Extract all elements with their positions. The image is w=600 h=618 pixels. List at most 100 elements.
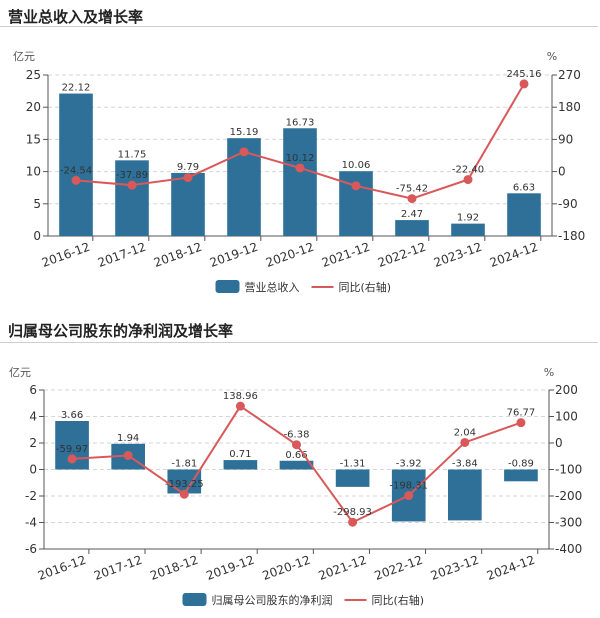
yoy-value-label: 245.16 — [507, 69, 542, 80]
bar-2024-12 — [504, 469, 538, 482]
yoy-value-label: -198.31 — [389, 481, 428, 492]
yoy-value-label: -24.54 — [60, 165, 92, 176]
yoy-point-2021-12 — [348, 517, 358, 527]
bar-2024-12 — [507, 193, 541, 236]
bar-value-label: 0.71 — [229, 449, 251, 460]
left-tick-label: 5 — [33, 197, 41, 211]
bar-value-label: 0.66 — [285, 450, 307, 461]
left-tick-label: -2 — [25, 489, 37, 503]
bar-value-label: 2.47 — [401, 209, 423, 220]
yoy-point-2020-12 — [292, 440, 301, 450]
bar-2016-12 — [59, 93, 93, 236]
yoy-point-2022-12 — [404, 491, 414, 501]
bar-value-label: 1.94 — [117, 433, 139, 444]
right-axis-unit: % — [547, 50, 557, 63]
right-tick-label: 180 — [558, 100, 581, 114]
left-axis-unit: 亿元 — [13, 50, 35, 63]
bar-value-label: -3.84 — [452, 459, 478, 470]
left-tick-label: 15 — [26, 132, 41, 146]
bar-2019-12 — [223, 460, 258, 470]
bar-2022-12 — [395, 220, 429, 236]
yoy-point-2016-12 — [71, 175, 81, 185]
yoy-point-2018-12 — [179, 489, 189, 499]
left-tick-label: -6 — [25, 542, 37, 556]
right-tick-label: 100 — [555, 410, 578, 424]
bar-2023-12 — [448, 469, 482, 521]
yoy-value-label: -22.40 — [452, 165, 484, 176]
x-tick-label: 2017-12 — [92, 553, 144, 583]
bar-value-label: 15.19 — [230, 127, 259, 138]
right-tick-label: -180 — [558, 229, 585, 243]
yoy-point-2023-12 — [463, 175, 473, 185]
legend-bar-swatch — [215, 280, 240, 293]
right-tick-label: 270 — [558, 68, 581, 82]
left-tick-label: 0 — [29, 463, 37, 477]
right-tick-label: 200 — [555, 383, 578, 397]
x-tick-label: 2018-12 — [148, 553, 200, 583]
bar-2023-12 — [451, 223, 485, 236]
x-tick-label: 2020-12 — [260, 553, 312, 583]
left-tick-label: 25 — [26, 68, 41, 82]
right-tick-label: -100 — [555, 463, 582, 477]
x-tick-label: 2021-12 — [317, 553, 369, 583]
bar-value-label: 10.06 — [342, 160, 371, 171]
bar-2018-12 — [171, 172, 205, 236]
x-tick-label: 2019-12 — [204, 553, 256, 583]
chart2-title: 归属母公司股东的净利润及增长率 — [8, 322, 234, 340]
left-tick-label: 20 — [26, 100, 41, 114]
x-tick-label: 2023-12 — [429, 553, 481, 583]
yoy-point-2022-12 — [407, 194, 417, 204]
chart2-title-divider — [0, 342, 598, 343]
x-tick-label: 2016-12 — [36, 553, 88, 583]
right-tick-label: -200 — [555, 489, 582, 503]
right-tick-label: -400 — [555, 542, 582, 556]
right-tick-label: 0 — [555, 436, 563, 450]
bar-value-label: -1.31 — [340, 459, 366, 470]
bar-2021-12 — [335, 469, 370, 487]
legend-bar-label: 营业总收入 — [245, 280, 300, 294]
left-tick-label: 4 — [29, 410, 37, 424]
yoy-value-label: -59.97 — [56, 444, 88, 455]
legend-bar-swatch — [182, 593, 207, 606]
yoy-point-2019-12 — [239, 147, 249, 157]
bar-value-label: 11.75 — [118, 149, 147, 160]
legend-line-label: 同比(右轴) — [372, 593, 425, 607]
left-axis-unit: 亿元 — [9, 366, 31, 379]
left-tick-label: 6 — [29, 383, 37, 397]
bar-value-label: 3.66 — [61, 410, 83, 421]
yoy-value-label: -298.93 — [333, 507, 372, 518]
yoy-point-2024-12 — [516, 418, 526, 428]
chart1-title: 营业总收入及增长率 — [8, 8, 144, 26]
yoy-point-2023-12 — [460, 437, 470, 447]
right-tick-label: 0 — [558, 165, 566, 179]
right-tick-label: 90 — [558, 132, 573, 146]
yoy-value-label: 76.77 — [507, 408, 536, 419]
bar-2020-12 — [283, 128, 317, 236]
legend-bar-label: 归属母公司股东的净利润 — [212, 593, 333, 607]
yoy-point-2021-12 — [351, 181, 361, 191]
yoy-value-label: 138.96 — [223, 391, 258, 402]
bar-value-label: -0.89 — [508, 459, 534, 470]
yoy-value-label: 2.04 — [454, 427, 476, 438]
revenue-chart: 亿元 0 5 10 15 20 25% -180 -90 0 90 180 270 22.12 11.75 9… — [13, 50, 585, 294]
right-tick-label: -90 — [558, 197, 578, 211]
x-tick-label: 2022-12 — [373, 553, 425, 583]
bar-value-label: -3.92 — [396, 459, 422, 470]
yoy-point-2017-12 — [127, 180, 137, 190]
bar-value-label: 1.92 — [457, 213, 479, 224]
yoy-value-label: -37.89 — [116, 170, 148, 181]
bar-value-label: -1.81 — [171, 459, 197, 470]
yoy-point-2020-12 — [295, 163, 305, 173]
bar-2017-12 — [115, 160, 149, 236]
yoy-point-2019-12 — [235, 401, 245, 411]
left-tick-label: 2 — [29, 436, 37, 450]
bar-2020-12 — [279, 460, 314, 470]
right-axis-unit: % — [544, 366, 554, 379]
yoy-point-2024-12 — [519, 79, 529, 89]
left-tick-label: 0 — [33, 229, 41, 243]
bar-value-label: 16.73 — [286, 117, 315, 128]
right-tick-label: -300 — [555, 516, 582, 530]
yoy-point-2018-12 — [183, 173, 193, 183]
yoy-value-label: 10.12 — [286, 153, 315, 164]
